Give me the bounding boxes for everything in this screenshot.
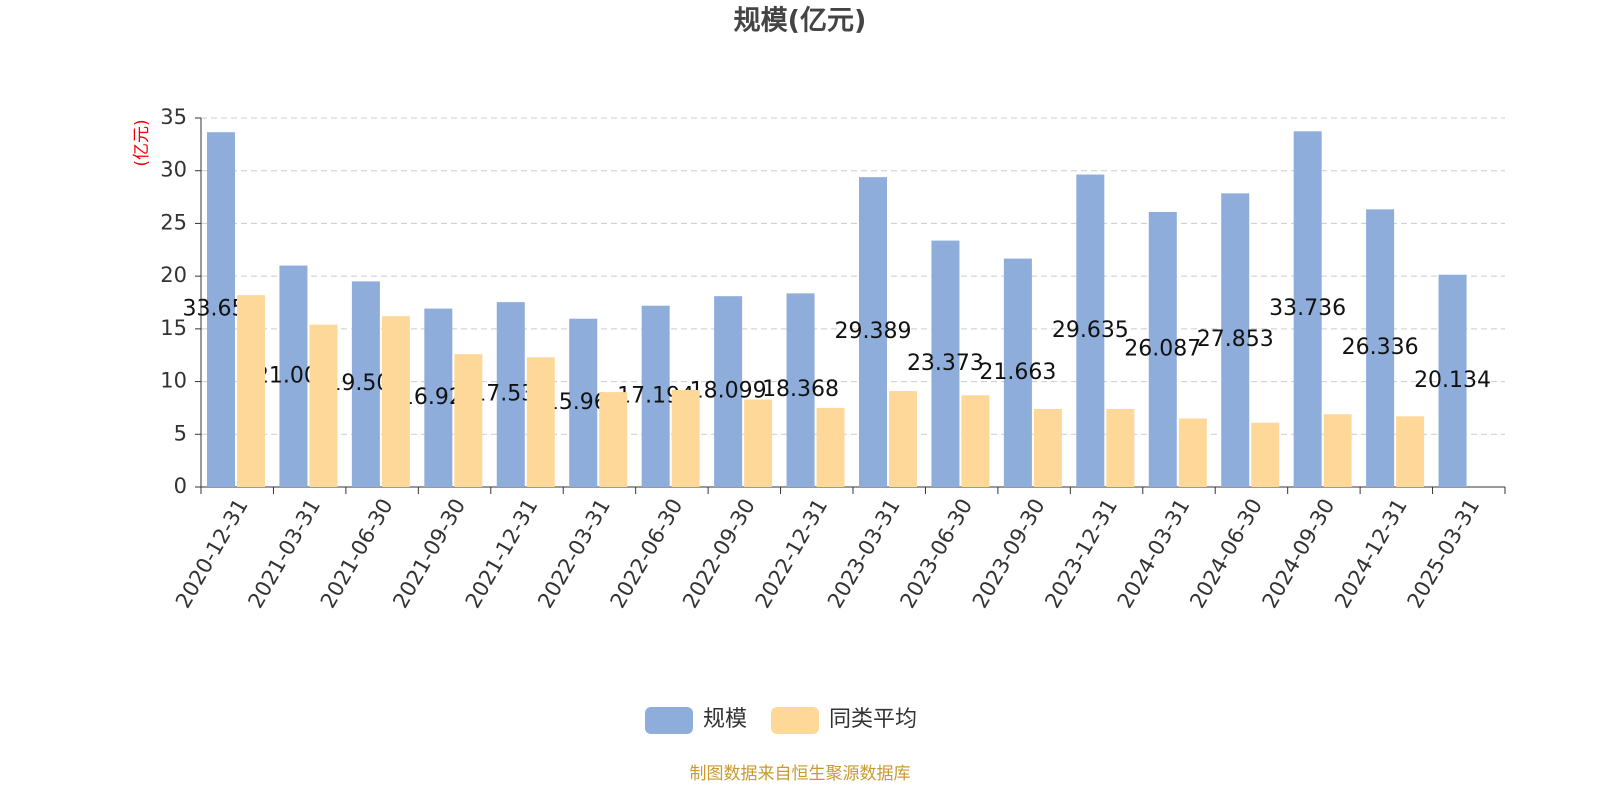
x-tick-label: 2022-09-30 (678, 495, 760, 613)
data-label: 18.368 (762, 377, 839, 402)
bar (859, 177, 887, 487)
y-tick-label: 10 (160, 369, 187, 393)
x-tick-label: 2023-03-31 (823, 495, 905, 613)
bar (279, 265, 308, 487)
x-tick-label: 2023-12-31 (1040, 495, 1122, 613)
y-tick-label: 35 (160, 105, 187, 129)
bar (496, 302, 525, 487)
data-label: 26.087 (1124, 336, 1201, 361)
bar (1293, 131, 1322, 487)
data-label: 27.853 (1197, 327, 1274, 352)
bar (237, 295, 265, 487)
bar (454, 354, 483, 487)
x-tick-label: 2022-03-31 (533, 495, 615, 613)
data-label: 18.099 (690, 379, 767, 404)
x-tick-label: 2024-12-31 (1330, 495, 1412, 613)
bar (351, 281, 380, 487)
y-tick-label: 0 (174, 474, 187, 498)
bar (744, 399, 773, 487)
bar (1323, 414, 1352, 487)
x-tick-label: 2023-06-30 (895, 495, 977, 613)
y-tick-label: 30 (160, 158, 187, 182)
x-tick-label: 2021-06-30 (316, 495, 398, 613)
legend-swatch (645, 707, 693, 734)
bar (1251, 422, 1280, 487)
bar (309, 324, 338, 487)
x-tick-label: 2024-06-30 (1185, 495, 1267, 613)
data-label: 29.389 (835, 319, 912, 344)
bar (1106, 408, 1135, 487)
legend-label: 同类平均 (829, 707, 917, 732)
data-label: 29.635 (1052, 318, 1129, 343)
bar (381, 316, 410, 487)
x-tick-label: 2024-09-30 (1258, 495, 1340, 613)
x-tick-label: 2021-09-30 (388, 495, 470, 613)
bar (961, 395, 990, 487)
data-label: 21.663 (979, 360, 1056, 385)
x-tick-label: 2021-03-31 (243, 495, 325, 613)
data-label: 26.336 (1342, 335, 1419, 360)
bar (1148, 211, 1177, 487)
x-tick-label: 2024-03-31 (1113, 495, 1195, 613)
bar (641, 305, 670, 487)
y-tick-label: 25 (160, 210, 187, 234)
chart-title: 规模(亿元) (734, 6, 867, 37)
bar (1033, 408, 1062, 487)
data-label: 33.736 (1269, 296, 1346, 321)
y-axis-label: (亿元) (132, 119, 152, 166)
x-tick-label: 2023-09-30 (968, 495, 1050, 613)
bar (816, 407, 845, 487)
y-tick-label: 20 (160, 263, 187, 287)
x-tick-label: 2022-06-30 (606, 495, 688, 613)
bar (526, 357, 555, 487)
x-tick-label: 2021-12-31 (461, 495, 543, 613)
bar (1366, 209, 1395, 487)
legend-swatch (771, 707, 819, 734)
x-tick-label: 2025-03-31 (1402, 495, 1484, 613)
bar (599, 392, 628, 487)
source-note: 制图数据来自恒生聚源数据库 (690, 764, 911, 784)
bar (671, 390, 700, 487)
bar (931, 240, 960, 487)
data-label: 23.373 (907, 351, 984, 376)
bar (889, 391, 917, 487)
data-label: 20.134 (1414, 368, 1491, 393)
legend-label: 规模 (703, 707, 747, 732)
bar (1396, 416, 1425, 487)
bar (786, 293, 815, 487)
x-tick-label: 2022-12-31 (750, 495, 832, 613)
bar (569, 318, 598, 487)
bar (1438, 274, 1467, 487)
bar (1221, 193, 1250, 487)
bar (424, 308, 453, 487)
y-tick-label: 15 (160, 316, 187, 340)
bar (207, 132, 235, 487)
bar (1003, 258, 1032, 487)
bar (1076, 174, 1105, 487)
bar (714, 296, 743, 487)
y-tick-label: 5 (174, 421, 187, 445)
x-tick-label: 2020-12-31 (171, 495, 253, 613)
bar (1178, 418, 1207, 487)
